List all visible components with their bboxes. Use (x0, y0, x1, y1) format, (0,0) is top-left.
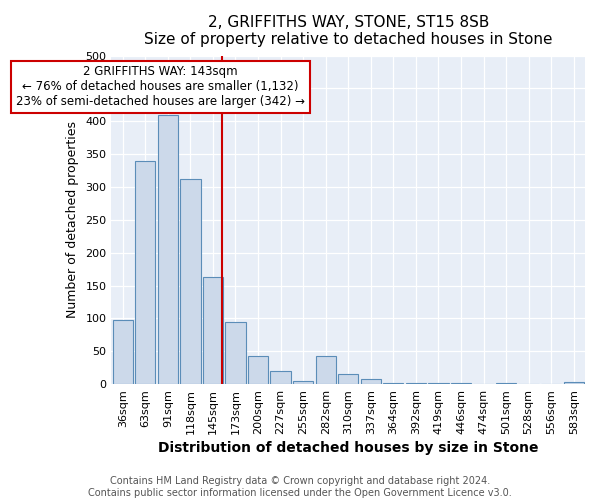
Bar (113, 320, 133, 384)
Bar (180, 179, 200, 384)
Bar (226, 322, 245, 384)
Text: 2 GRIFFITHS WAY: 143sqm
← 76% of detached houses are smaller (1,132)
23% of semi: 2 GRIFFITHS WAY: 143sqm ← 76% of detache… (16, 66, 305, 108)
Bar (248, 356, 268, 384)
Bar (316, 356, 336, 384)
Text: Contains HM Land Registry data © Crown copyright and database right 2024.
Contai: Contains HM Land Registry data © Crown c… (88, 476, 512, 498)
Bar (293, 381, 313, 384)
Title: 2, GRIFFITHS WAY, STONE, ST15 8SB
Size of property relative to detached houses i: 2, GRIFFITHS WAY, STONE, ST15 8SB Size o… (144, 15, 553, 48)
Bar (135, 160, 155, 384)
Bar (338, 374, 358, 384)
X-axis label: Distribution of detached houses by size in Stone: Distribution of detached houses by size … (158, 441, 538, 455)
Bar (271, 371, 291, 384)
Y-axis label: Number of detached properties: Number of detached properties (65, 122, 79, 318)
Bar (383, 383, 403, 384)
Bar (361, 379, 381, 384)
Bar (563, 382, 584, 384)
Bar (203, 277, 223, 384)
Bar (158, 114, 178, 384)
